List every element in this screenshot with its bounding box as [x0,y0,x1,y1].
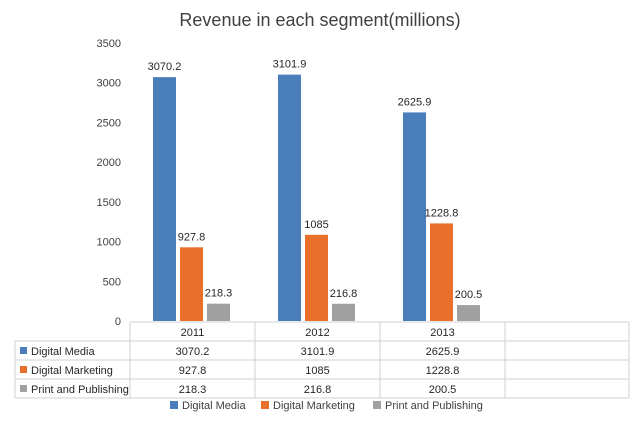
bar-digital-media [153,77,176,321]
bar-print-and-publishing [457,305,480,321]
legend-entry: Print and Publishing [385,400,483,412]
y-tick-label: 1000 [97,237,121,249]
table-cell: 927.8 [179,365,207,377]
table-legend-key [20,347,27,354]
legend-swatch [261,401,269,409]
bar-digital-media [403,112,426,321]
category-label: 2011 [181,327,205,339]
data-label: 2625.9 [398,96,432,108]
table-cell: 216.8 [304,384,332,396]
bar-digital-marketing [305,234,328,321]
y-tick-label: 1500 [97,197,121,209]
table-legend-key [20,385,27,392]
data-label: 3070.2 [148,61,182,73]
data-label: 1228.8 [425,207,459,219]
chart-title: Revenue in each segment(millions) [179,10,460,30]
table-cell: 1228.8 [426,365,460,377]
bar-print-and-publishing [332,303,355,321]
bars: 3070.2 927.8 218.3 3101.9 1085 216.8 2625.9 122… [148,59,483,321]
data-label: 216.8 [330,288,358,300]
y-tick-label: 3500 [97,38,121,50]
data-label: 3101.9 [273,59,307,71]
y-tick-label: 2000 [97,157,121,169]
y-tick-label: 3000 [97,78,121,90]
table-cell: 200.5 [429,384,457,396]
category-label: 2012 [305,327,329,339]
data-label: 927.8 [178,231,206,243]
y-axis: 0 500 1000 1500 2000 2500 3000 3500 [97,38,121,328]
table-cell: 1085 [305,365,329,377]
data-label: 200.5 [455,289,483,301]
legend-entry: Digital Marketing [273,400,355,412]
table-series-name: Print and Publishing [31,384,129,396]
data-label: 1085 [304,219,328,231]
table-series-name: Digital Marketing [31,365,113,377]
bar-digital-marketing [180,247,203,321]
category-label: 2013 [430,327,454,339]
legend-swatch [170,401,178,409]
data-label: 218.3 [205,288,233,300]
data-table: 2011 2012 2013 Digital Media 3070.2 3101.9 262… [14,321,630,399]
y-tick-label: 2500 [97,117,121,129]
legend-entry: Digital Media [182,400,246,412]
table-cell: 218.3 [179,384,207,396]
table-cell: 2625.9 [426,346,460,358]
table-cell: 3070.2 [176,346,210,358]
legend: Digital Media Digital Marketing Print and … [170,400,483,412]
bar-print-and-publishing [207,303,230,321]
bar-digital-marketing [430,223,453,321]
table-series-name: Digital Media [31,346,95,358]
y-tick-label: 0 [115,316,121,328]
table-cell: 3101.9 [301,346,335,358]
bar-digital-media [278,74,301,321]
legend-swatch [373,401,381,409]
table-legend-key [20,366,27,373]
y-tick-label: 500 [103,276,121,288]
